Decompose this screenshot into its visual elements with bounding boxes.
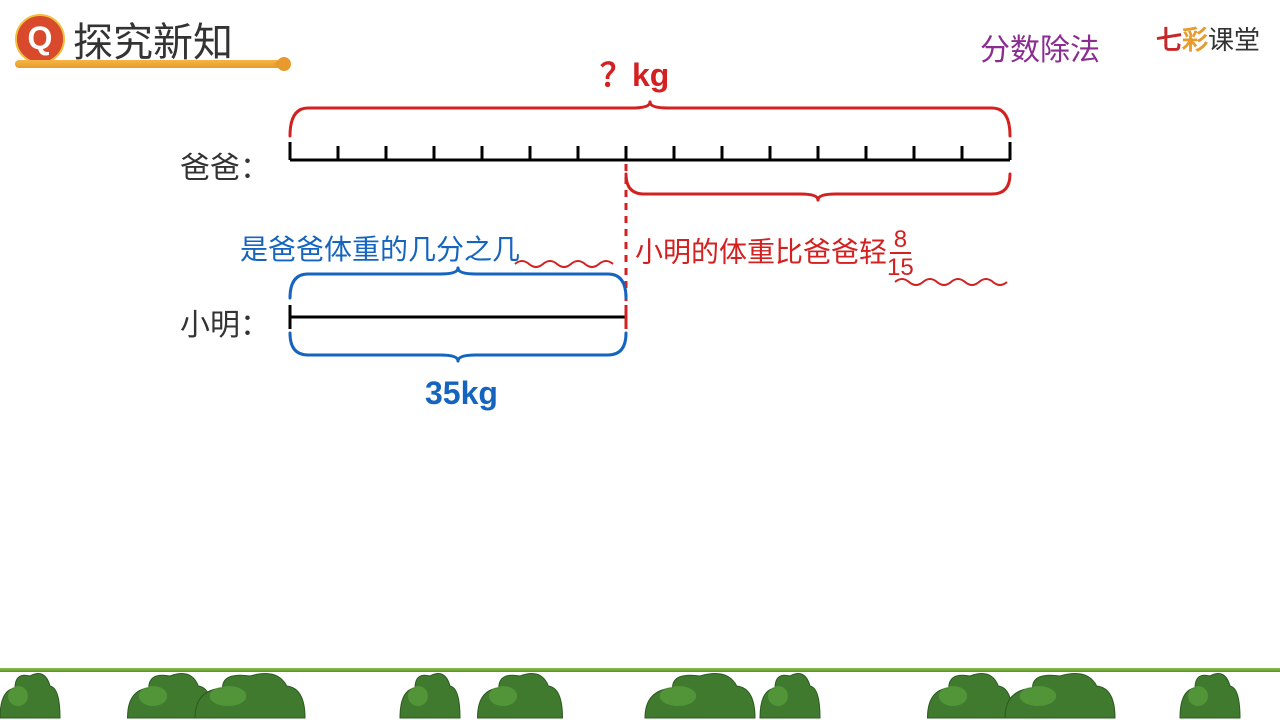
logo: 七彩课堂 xyxy=(1156,20,1260,57)
logo-rest: 课堂 xyxy=(1208,25,1260,55)
logo-char-1: 七 xyxy=(1156,25,1182,55)
logo-char-2: 彩 xyxy=(1182,25,1208,55)
bushes xyxy=(0,660,1280,720)
diagram-svg xyxy=(180,50,1080,430)
header-icon xyxy=(15,14,65,64)
diagram: ？kg 爸爸： 小明： 是爸爸体重的几分之几 小明的体重比爸爸轻815 35kg xyxy=(180,50,1080,430)
